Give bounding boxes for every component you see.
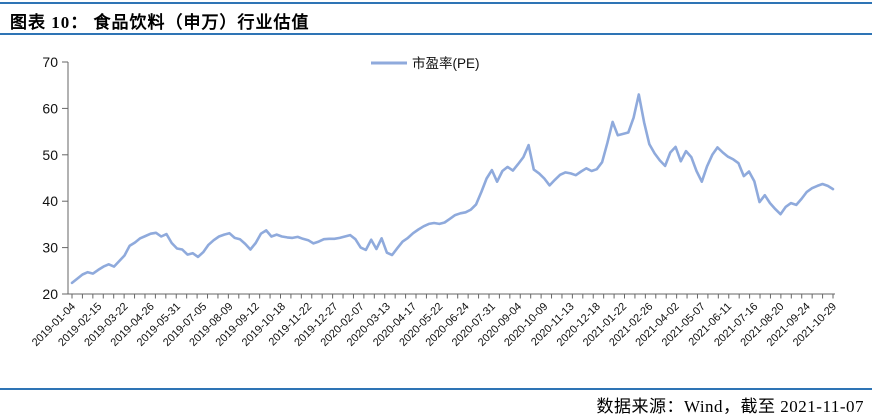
source-note: 数据来源：Wind，截至 2021-11-07 xyxy=(596,397,864,416)
y-axis-label: 20 xyxy=(42,286,58,302)
figure-title: 图表 10： 食品饮料（申万）行业估值 xyxy=(10,13,310,32)
y-axis-label: 70 xyxy=(42,54,58,70)
y-axis-label: 60 xyxy=(42,100,58,116)
top-rule xyxy=(0,2,872,4)
source-rule xyxy=(0,388,872,390)
legend: 市盈率(PE) xyxy=(371,55,480,71)
y-axis-label: 40 xyxy=(42,193,58,209)
y-axis-label: 30 xyxy=(42,240,58,256)
y-axis-label: 50 xyxy=(42,147,58,163)
title-underline xyxy=(0,33,872,35)
legend-label: 市盈率(PE) xyxy=(412,55,480,71)
series-line-pe xyxy=(70,93,835,285)
